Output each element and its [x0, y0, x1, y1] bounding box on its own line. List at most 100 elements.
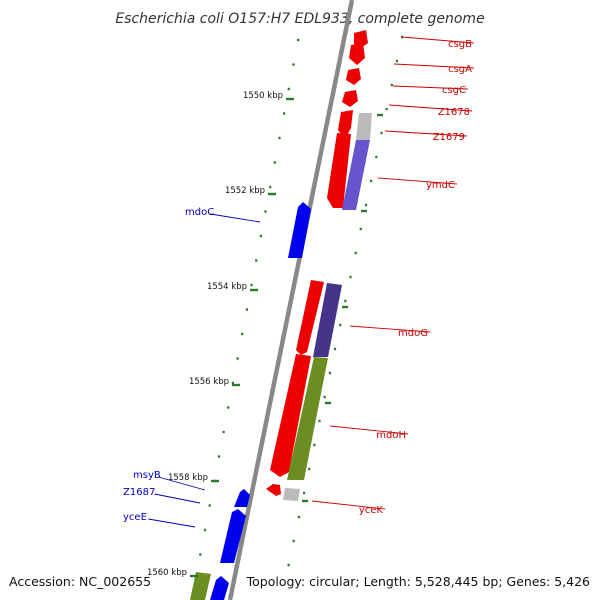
gene-label-mdoh: mdoH	[376, 430, 406, 441]
ring-dot	[328, 371, 331, 375]
label-leader-line	[388, 104, 473, 112]
label-leader-line	[349, 325, 431, 333]
ring-dot	[395, 59, 398, 63]
Z1679-feature	[338, 110, 353, 139]
ring-dot	[255, 259, 258, 262]
Z1687-feature	[220, 509, 246, 563]
ring-dot	[359, 227, 362, 231]
label-leader-line	[392, 85, 469, 90]
msyB-feature	[234, 489, 250, 507]
Z1678-feature	[342, 90, 358, 107]
ring-dot	[250, 283, 253, 287]
label-leader-line	[158, 476, 206, 491]
Z1679-feature-2	[356, 113, 372, 140]
gene-label-csgb: csgB	[448, 39, 472, 50]
ring-dot	[354, 251, 357, 255]
ring-dot	[303, 491, 306, 495]
ring-dot	[292, 539, 295, 543]
ring-dot	[199, 553, 202, 556]
label-leader-line	[311, 500, 386, 510]
ring-dot	[259, 234, 262, 238]
ring-dot	[273, 161, 276, 164]
topology-text: Topology: circular; Length: 5,528,445 bp…	[246, 574, 590, 589]
csgC-feature	[346, 68, 361, 85]
label-leader-line	[401, 36, 475, 44]
ring-dot	[297, 38, 300, 42]
label-leader-line	[393, 63, 475, 69]
kbp-tick-label: 1554 kbp	[207, 282, 247, 292]
ring-dot	[313, 443, 316, 447]
ring-dot	[241, 332, 244, 336]
yceK-feature-2	[283, 488, 300, 501]
label-leader-line	[384, 130, 468, 137]
ring-dot	[390, 83, 393, 87]
gene-labels: csgB csgA csgC Z1678 Z1679 ymdC mdoG mdoH yceK md…	[123, 36, 475, 528]
yceE-feature	[190, 572, 211, 600]
mdoG-feature	[296, 280, 324, 355]
kbp-tick-label: 1558 kbp	[168, 473, 208, 483]
ring-dot	[385, 107, 388, 111]
yceE-feature-2	[210, 576, 229, 600]
ring-dot	[227, 406, 230, 409]
ring-dot	[339, 323, 342, 327]
label-leader-line	[154, 493, 201, 504]
gene-label-z1687: Z1687	[123, 487, 155, 498]
gene-label-csgc: csgC	[442, 85, 466, 96]
gene-features	[190, 30, 372, 600]
csgB-feature	[354, 30, 368, 48]
mdoC-feature	[288, 202, 311, 258]
kbp-ticks: 1550 kbp 1552 kbp 1554 kbp 1556 kbp 1558 kbp…	[147, 91, 383, 578]
ring-dot	[269, 185, 272, 189]
ring-dot	[292, 63, 295, 66]
label-leader-line	[148, 518, 196, 528]
gene-label-z1678: Z1678	[438, 107, 470, 118]
ring-dot	[203, 528, 207, 532]
map-title: Escherichia coli O157:H7 EDL933, complet…	[115, 11, 484, 27]
ring-dot	[231, 381, 234, 385]
csgA-feature	[349, 43, 365, 65]
gene-label-ycee: yceE	[123, 512, 147, 523]
ring-dot	[308, 467, 311, 471]
ring-dot	[323, 395, 326, 399]
ring-dot	[283, 112, 286, 115]
label-leader-line	[377, 177, 458, 185]
kbp-tick-label: 1556 kbp	[189, 377, 229, 387]
gene-label-msyb: msyB	[133, 470, 161, 481]
mdoH-feature	[270, 354, 311, 477]
gene-label-ycek: yceK	[359, 505, 384, 516]
ring-dot	[297, 515, 300, 519]
ring-dot	[208, 504, 211, 507]
accession-text: Accession: NC_002655	[9, 574, 151, 589]
ymdC-feature	[327, 133, 351, 208]
ring-dot	[364, 203, 368, 207]
ring-dot	[287, 563, 290, 567]
kbp-tick-label: 1552 kbp	[225, 186, 265, 196]
ring-dot	[370, 179, 373, 183]
ring-dot	[380, 131, 383, 135]
mdoH-feature-2	[287, 357, 328, 480]
ring-dot	[344, 299, 347, 303]
ring-dot	[287, 87, 290, 91]
gene-label-mdoc: mdoC	[185, 207, 214, 218]
yceK-feature	[266, 484, 281, 496]
right-dotted-ring	[287, 35, 404, 567]
ring-dot	[278, 136, 281, 140]
gene-label-z1679: Z1679	[433, 132, 465, 143]
mdoG-feature-2	[313, 283, 342, 357]
ymdC-feature-2	[342, 140, 370, 210]
ring-dot	[264, 210, 267, 213]
gene-label-ymdc: ymdC	[426, 180, 455, 191]
label-leader-line	[329, 425, 409, 435]
label-leader-line	[210, 213, 261, 223]
ring-dot	[349, 275, 352, 279]
ring-dot	[375, 155, 378, 159]
genome-backbone	[227, 0, 355, 600]
gene-label-mdog: mdoG	[398, 328, 428, 339]
ring-dot	[245, 308, 248, 311]
kbp-tick-label: 1560 kbp	[147, 568, 187, 578]
ring-dot	[236, 357, 239, 360]
ring-dot	[318, 419, 321, 423]
gene-label-csga: csgA	[448, 64, 472, 75]
ring-dot	[222, 430, 225, 434]
